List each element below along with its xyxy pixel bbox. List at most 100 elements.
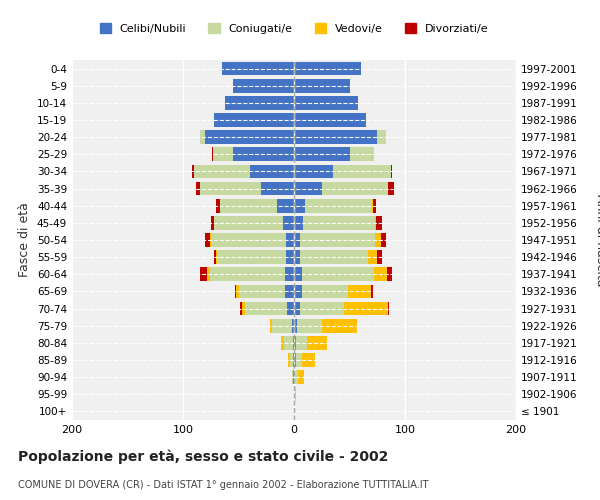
Bar xyxy=(375,216,376,230)
Bar xyxy=(333,164,391,178)
Bar xyxy=(349,284,371,298)
Y-axis label: Fasce di età: Fasce di età xyxy=(19,202,31,278)
Bar xyxy=(220,199,277,212)
Bar xyxy=(213,148,233,161)
Y-axis label: Anni di nascita: Anni di nascita xyxy=(594,194,600,286)
Bar xyxy=(194,164,250,178)
Bar xyxy=(294,130,377,144)
Bar xyxy=(269,319,272,332)
Bar xyxy=(192,164,194,178)
Bar xyxy=(209,233,211,247)
Bar xyxy=(294,370,295,384)
Bar xyxy=(294,79,349,92)
Bar xyxy=(277,199,294,212)
Bar xyxy=(294,216,303,230)
Bar xyxy=(295,388,296,401)
Bar xyxy=(212,148,213,161)
Bar xyxy=(233,79,294,92)
Bar xyxy=(298,370,304,384)
Bar xyxy=(294,96,358,110)
Bar xyxy=(371,284,373,298)
Bar xyxy=(322,319,357,332)
Bar xyxy=(298,319,322,332)
Bar xyxy=(302,268,374,281)
Bar xyxy=(294,148,349,161)
Bar xyxy=(377,250,382,264)
Bar xyxy=(387,268,392,281)
Bar xyxy=(216,250,217,264)
Bar xyxy=(296,353,302,367)
Bar xyxy=(286,250,294,264)
Bar xyxy=(299,233,375,247)
Bar xyxy=(285,268,294,281)
Bar xyxy=(344,302,388,316)
Bar xyxy=(283,216,294,230)
Bar xyxy=(388,302,389,316)
Bar xyxy=(286,233,294,247)
Bar xyxy=(375,233,380,247)
Bar xyxy=(391,164,392,178)
Bar xyxy=(294,353,296,367)
Bar xyxy=(239,284,285,298)
Bar xyxy=(296,336,307,349)
Bar xyxy=(294,336,296,349)
Bar xyxy=(302,353,315,367)
Bar xyxy=(239,302,242,316)
Bar xyxy=(293,353,294,367)
Bar xyxy=(245,302,287,316)
Bar xyxy=(349,148,374,161)
Bar xyxy=(294,113,366,127)
Text: COMUNE DI DOVERA (CR) - Dati ISTAT 1° gennaio 2002 - Elaborazione TUTTITALIA.IT: COMUNE DI DOVERA (CR) - Dati ISTAT 1° ge… xyxy=(18,480,428,490)
Bar xyxy=(377,130,386,144)
Bar xyxy=(217,250,286,264)
Bar xyxy=(216,199,220,212)
Bar xyxy=(292,370,293,384)
Text: Popolazione per età, sesso e stato civile - 2002: Popolazione per età, sesso e stato civil… xyxy=(18,450,388,464)
Bar xyxy=(305,199,372,212)
Bar xyxy=(200,130,205,144)
Bar xyxy=(242,302,245,316)
Bar xyxy=(294,182,322,196)
Bar xyxy=(294,250,299,264)
Bar xyxy=(294,62,361,76)
Bar xyxy=(372,199,373,212)
Bar xyxy=(294,388,295,401)
Bar xyxy=(380,233,386,247)
Bar xyxy=(284,336,293,349)
Bar xyxy=(285,284,294,298)
Bar xyxy=(281,336,284,349)
Bar xyxy=(294,268,302,281)
Bar xyxy=(196,182,200,196)
Bar xyxy=(293,370,294,384)
Bar xyxy=(294,302,299,316)
Bar xyxy=(368,250,377,264)
Bar xyxy=(200,182,260,196)
Bar xyxy=(388,182,394,196)
Bar xyxy=(214,216,283,230)
Bar xyxy=(373,199,376,212)
Bar xyxy=(307,336,328,349)
Bar xyxy=(376,216,382,230)
Bar xyxy=(205,130,294,144)
Bar xyxy=(290,353,293,367)
Bar xyxy=(225,96,294,110)
Bar xyxy=(287,302,294,316)
Bar xyxy=(208,268,209,281)
Bar xyxy=(222,62,294,76)
Bar xyxy=(200,268,208,281)
Bar xyxy=(233,148,294,161)
Bar xyxy=(292,319,294,332)
Bar xyxy=(374,268,387,281)
Bar xyxy=(250,164,294,178)
Bar xyxy=(260,182,294,196)
Legend: Celibi/Nubili, Coniugati/e, Vedovi/e, Divorziati/e: Celibi/Nubili, Coniugati/e, Vedovi/e, Di… xyxy=(95,19,493,38)
Bar xyxy=(289,353,290,367)
Bar xyxy=(302,284,349,298)
Bar xyxy=(211,216,214,230)
Bar xyxy=(322,182,388,196)
Bar xyxy=(205,233,209,247)
Bar xyxy=(294,199,305,212)
Bar xyxy=(209,268,285,281)
Bar xyxy=(299,302,344,316)
Bar xyxy=(236,284,239,298)
